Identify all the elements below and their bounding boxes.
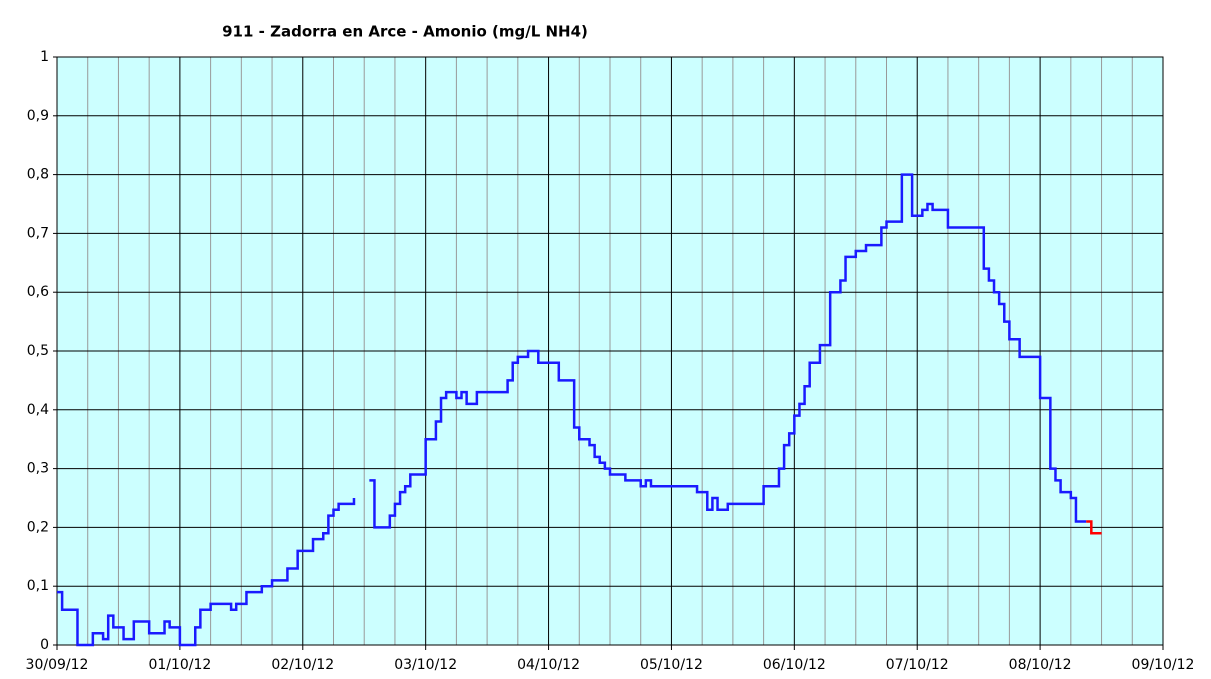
x-tick-label: 07/10/12 — [886, 657, 949, 673]
data-line — [57, 173, 1087, 647]
x-tick-label: 09/10/12 — [1132, 657, 1195, 673]
x-tick-label: 02/10/12 — [271, 657, 334, 673]
y-tick-label: 0,3 — [27, 461, 49, 477]
chart-title: 911 - Zadorra en Arce - Amonio (mg/L NH4… — [222, 23, 588, 41]
plot-border — [56, 56, 1164, 646]
x-tick-label: 05/10/12 — [640, 657, 703, 673]
y-tick-label: 0 — [40, 637, 49, 653]
data-line — [1086, 520, 1102, 535]
y-tick-label: 0,5 — [27, 343, 49, 359]
x-tick-label: 04/10/12 — [517, 657, 580, 673]
x-tick-label: 01/10/12 — [148, 657, 211, 673]
y-tick-label: 0,6 — [27, 284, 49, 300]
x-tick-label: 03/10/12 — [394, 657, 457, 673]
y-tick-label: 0,7 — [27, 225, 49, 241]
x-tick-label: 30/09/12 — [26, 657, 89, 673]
x-tick-label: 08/10/12 — [1009, 657, 1072, 673]
y-tick-label: 0,9 — [27, 108, 49, 124]
y-tick-label: 0,8 — [27, 167, 49, 183]
y-tick-label: 0,4 — [27, 402, 49, 418]
x-tick-label: 06/10/12 — [763, 657, 826, 673]
y-tick-label: 0,2 — [27, 519, 49, 535]
y-tick-label: 1 — [40, 49, 49, 65]
y-tick-label: 0,1 — [27, 578, 49, 594]
